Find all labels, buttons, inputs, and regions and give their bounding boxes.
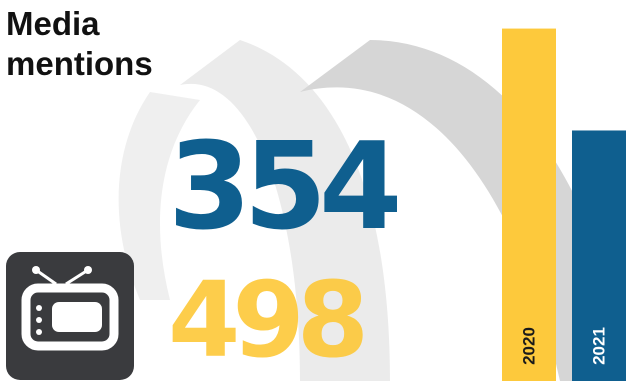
title-line-2: mentions bbox=[6, 45, 153, 82]
data-label-2021: 354 bbox=[168, 118, 402, 257]
bar-label-2020: 2020 bbox=[520, 327, 539, 365]
title-line-1: Media bbox=[6, 5, 100, 42]
bar-2021 bbox=[572, 130, 626, 381]
chart-title: Media mentions bbox=[6, 4, 153, 84]
bar-2020 bbox=[502, 28, 556, 381]
data-label-2020: 498 bbox=[168, 259, 369, 381]
background-arc-light bbox=[180, 40, 390, 381]
bar-label-2021: 2021 bbox=[590, 327, 609, 365]
tv-icon bbox=[21, 266, 119, 351]
tv-tile bbox=[6, 252, 134, 380]
background-arc-left bbox=[118, 92, 200, 300]
